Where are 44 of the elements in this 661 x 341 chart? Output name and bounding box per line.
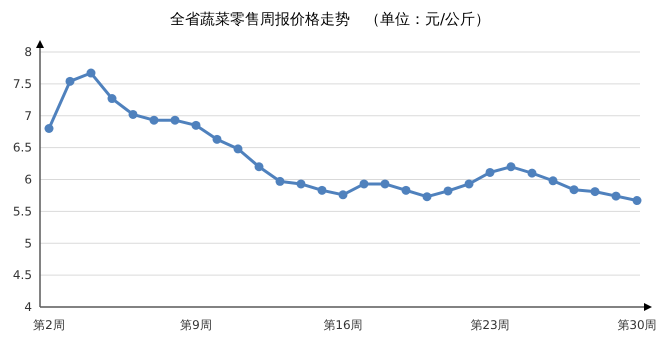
x-tick-label: 第30周 [617, 318, 657, 332]
point [590, 187, 600, 196]
point [548, 176, 558, 186]
point [402, 186, 410, 195]
chart-title: 全省蔬菜零售周报价格走势 （单位：元/公斤） [170, 10, 490, 28]
point [128, 110, 138, 119]
y-tick-label: 5.5 [12, 204, 32, 218]
y-tick-label: 4 [24, 300, 32, 314]
point [570, 185, 578, 194]
point [612, 192, 620, 201]
point [150, 116, 158, 125]
point [506, 162, 516, 172]
y-tick-label: 7 [24, 108, 32, 123]
point [192, 120, 200, 130]
y-tick-label: 4.5 [12, 268, 32, 282]
point [170, 116, 180, 125]
y-tick-label: 7.5 [12, 76, 32, 91]
point [528, 168, 536, 178]
point [296, 179, 306, 188]
point [276, 176, 284, 186]
point [632, 196, 642, 206]
y-tick-label: 6 [24, 172, 32, 186]
y-tick-label: 5 [24, 236, 32, 250]
y-tick-label: 6.5 [12, 140, 32, 155]
point [86, 68, 96, 78]
point [360, 179, 368, 188]
point [212, 134, 222, 144]
x-tick-label: 第2周 [33, 318, 65, 332]
point [464, 179, 474, 188]
point [422, 192, 432, 202]
point [234, 144, 242, 154]
point [318, 186, 326, 195]
point [486, 168, 494, 177]
point [338, 190, 348, 200]
point [380, 179, 390, 188]
point [44, 124, 54, 133]
y-tick-label: 8 [24, 45, 32, 59]
x-tick-label: 第16周 [323, 318, 363, 332]
point [444, 186, 452, 196]
point [66, 76, 74, 86]
x-tick-label: 第9周 [180, 318, 212, 332]
point [108, 94, 116, 104]
x-tick-label: 第23周 [470, 318, 510, 332]
point [254, 162, 264, 172]
